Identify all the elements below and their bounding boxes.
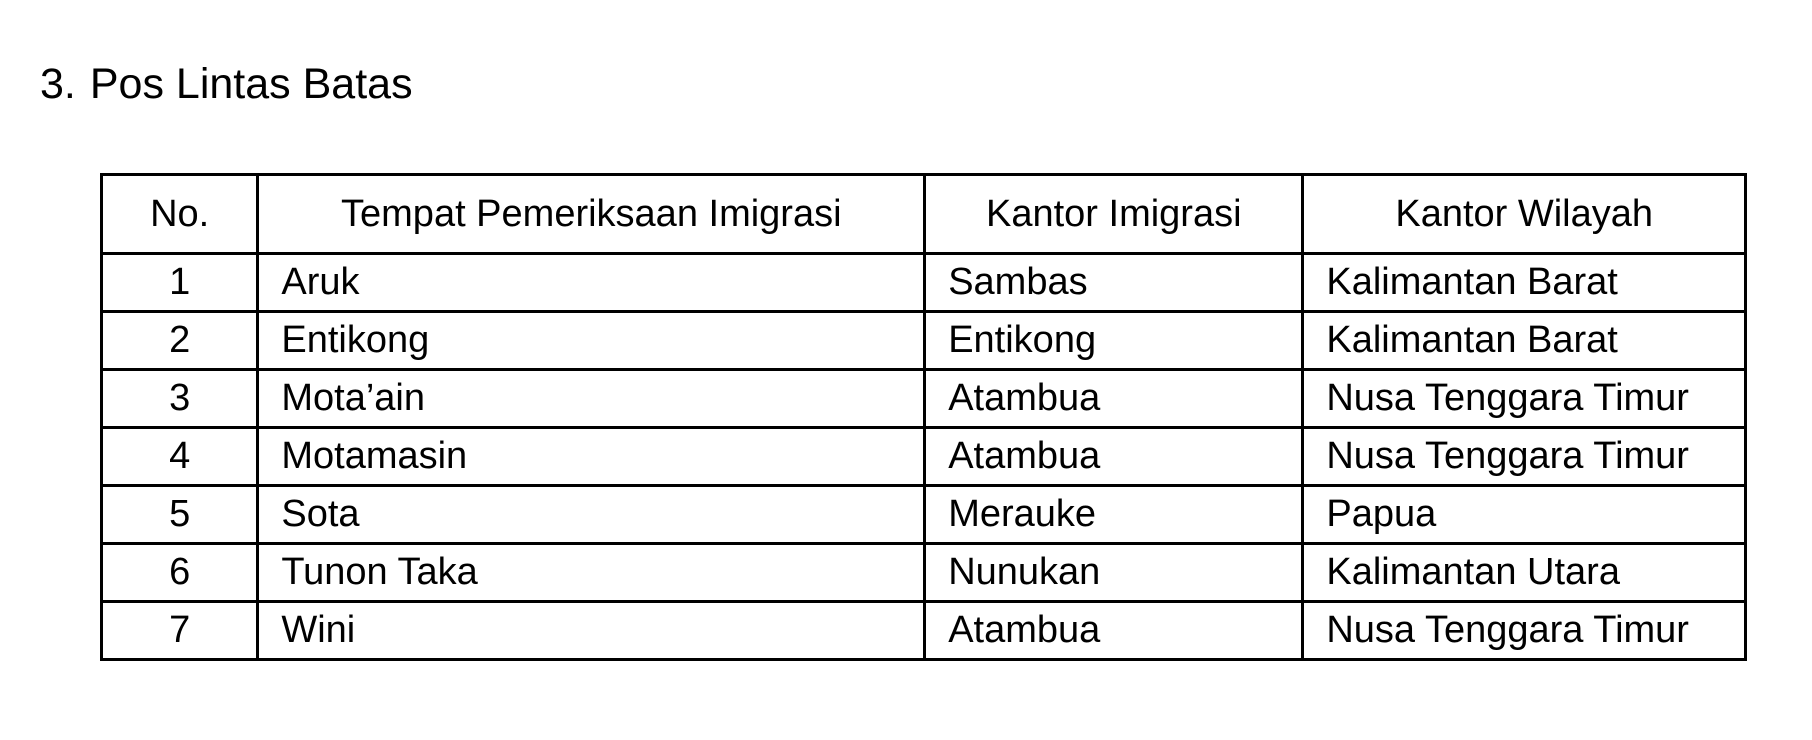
cell-regional-office: Nusa Tenggara Timur — [1301, 600, 1747, 661]
table-header-row: No. Tempat Pemeriksaan Imigrasi Kantor I… — [99, 173, 1747, 255]
header-regional-office: Kantor Wilayah — [1301, 173, 1747, 255]
cell-no: 5 — [99, 484, 260, 545]
table-row: 6 Tunon Taka Nunukan Kalimantan Utara — [99, 542, 1747, 603]
cell-no: 4 — [99, 426, 260, 487]
cell-checkpoint: Sota — [256, 484, 927, 545]
cell-immigration-office: Merauke — [923, 484, 1305, 545]
border-posts-table: No. Tempat Pemeriksaan Imigrasi Kantor I… — [99, 173, 1747, 661]
cell-no: 1 — [99, 252, 260, 313]
table-row: 2 Entikong Entikong Kalimantan Barat — [99, 310, 1747, 371]
header-no: No. — [99, 173, 260, 255]
section-title: Pos Lintas Batas — [89, 60, 413, 108]
table-row: 3 Mota’ain Atambua Nusa Tenggara Timur — [99, 368, 1747, 429]
cell-checkpoint: Aruk — [256, 252, 927, 313]
table-row: 4 Motamasin Atambua Nusa Tenggara Timur — [99, 426, 1747, 487]
cell-regional-office: Kalimantan Utara — [1301, 542, 1747, 603]
cell-regional-office: Nusa Tenggara Timur — [1301, 368, 1747, 429]
cell-immigration-office: Atambua — [923, 600, 1305, 661]
table-row: 7 Wini Atambua Nusa Tenggara Timur — [99, 600, 1747, 661]
table-row: 5 Sota Merauke Papua — [99, 484, 1747, 545]
cell-immigration-office: Nunukan — [923, 542, 1305, 603]
section-number: 3. — [40, 60, 76, 108]
cell-regional-office: Nusa Tenggara Timur — [1301, 426, 1747, 487]
cell-no: 6 — [99, 542, 260, 603]
cell-regional-office: Kalimantan Barat — [1301, 310, 1747, 371]
cell-immigration-office: Sambas — [923, 252, 1305, 313]
cell-checkpoint: Tunon Taka — [256, 542, 927, 603]
header-immigration-office: Kantor Imigrasi — [923, 173, 1305, 255]
cell-regional-office: Papua — [1301, 484, 1747, 545]
cell-no: 3 — [99, 368, 260, 429]
cell-no: 7 — [99, 600, 260, 661]
header-checkpoint: Tempat Pemeriksaan Imigrasi — [256, 173, 927, 255]
cell-immigration-office: Entikong — [923, 310, 1305, 371]
cell-checkpoint: Mota’ain — [256, 368, 927, 429]
cell-checkpoint: Entikong — [256, 310, 927, 371]
cell-checkpoint: Motamasin — [256, 426, 927, 487]
section-heading: 3. Pos Lintas Batas — [40, 60, 413, 109]
cell-regional-office: Kalimantan Barat — [1301, 252, 1747, 313]
cell-immigration-office: Atambua — [923, 426, 1305, 487]
cell-immigration-office: Atambua — [923, 368, 1305, 429]
cell-no: 2 — [99, 310, 260, 371]
cell-checkpoint: Wini — [256, 600, 927, 661]
table-row: 1 Aruk Sambas Kalimantan Barat — [99, 252, 1747, 313]
